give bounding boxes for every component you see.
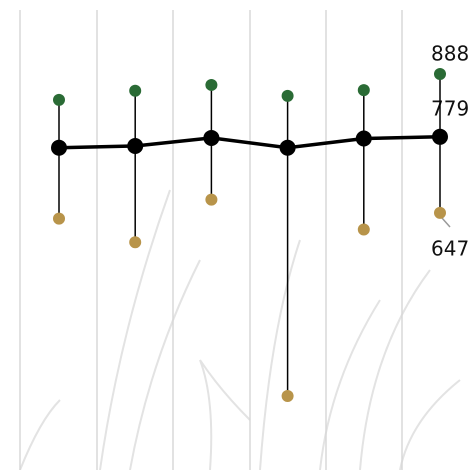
point bbox=[127, 138, 144, 155]
range-point bbox=[357, 84, 370, 97]
range-point bbox=[281, 89, 294, 102]
range-point bbox=[53, 93, 65, 106]
range-point bbox=[205, 193, 218, 206]
data-label: 779 bbox=[431, 97, 469, 121]
range-point bbox=[357, 223, 370, 236]
range-point bbox=[53, 212, 65, 225]
background bbox=[19, 189, 461, 470]
leader-line bbox=[441, 217, 451, 228]
range-point bbox=[129, 84, 142, 97]
data-label: 647 bbox=[431, 237, 469, 261]
data-label: 888 bbox=[431, 42, 469, 66]
grid bbox=[19, 10, 403, 470]
point bbox=[355, 130, 372, 147]
range-point bbox=[129, 236, 142, 249]
range-point bbox=[281, 390, 294, 402]
range-point bbox=[205, 78, 218, 91]
range-point bbox=[434, 68, 446, 80]
range-point bbox=[434, 206, 446, 219]
point bbox=[279, 139, 296, 156]
point bbox=[203, 129, 220, 146]
point bbox=[432, 128, 448, 145]
line bbox=[58, 135, 441, 150]
point bbox=[51, 139, 67, 156]
